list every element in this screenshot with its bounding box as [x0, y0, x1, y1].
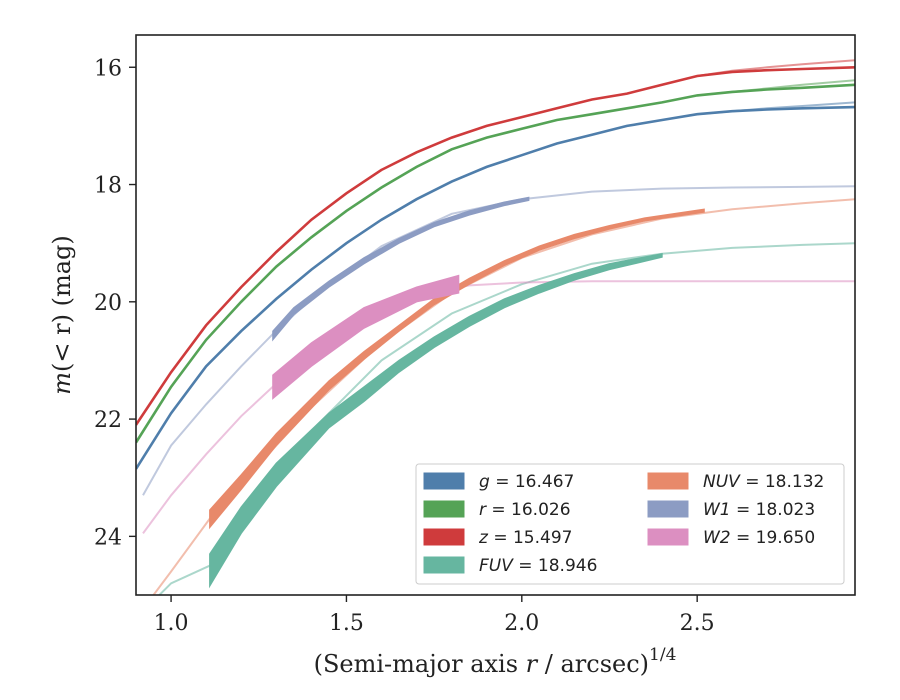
legend-swatch	[423, 500, 465, 518]
x-axis-label: (Semi-major axis r / arcsec)1/4	[314, 645, 677, 678]
y-axis-label: m(< r) (mag)	[48, 235, 76, 395]
legend-label: z = 15.497	[478, 528, 572, 548]
legend-item-z: z = 15.497	[423, 528, 572, 548]
y-tick-label: 18	[94, 174, 122, 199]
legend-swatch	[647, 472, 689, 490]
y-axis-ticks: 16 18 20 22 24	[94, 56, 136, 550]
y-tick-label: 24	[94, 525, 122, 550]
legend-item-nuv: NUV = 18.132	[647, 472, 824, 492]
legend-frame	[415, 463, 845, 585]
series-nuv-band	[209, 208, 705, 530]
series-w1-extrapolation	[142, 185, 855, 496]
legend-label: W2 = 19.650	[703, 528, 815, 548]
legend-swatch	[423, 528, 465, 546]
series-g-line	[136, 105, 855, 470]
legend-item-w2: W2 = 19.650	[647, 528, 815, 548]
y-tick-label: 22	[94, 408, 122, 433]
series-r-line	[136, 83, 855, 444]
y-tick-label: 20	[94, 291, 122, 316]
legend-label: W1 = 18.023	[703, 500, 815, 520]
legend-label: NUV = 18.132	[703, 472, 824, 492]
legend-item-w1: W1 = 18.023	[647, 500, 815, 520]
x-tick-label: 1.0	[154, 611, 189, 636]
series-w1-band	[272, 196, 530, 342]
legend-swatch	[423, 556, 465, 574]
series-w2-band	[272, 274, 460, 400]
measured-curves	[136, 66, 855, 589]
plot-frame	[135, 34, 856, 596]
legend-item-fuv: FUV = 18.946	[423, 556, 597, 576]
x-tick-label: 2.5	[680, 611, 715, 636]
legend-label: g = 16.467	[479, 472, 574, 492]
series-fuv-band	[209, 252, 663, 589]
legend-item-g: g = 16.467	[423, 472, 574, 492]
x-axis-ticks: 1.0 1.5 2.0 2.5	[154, 595, 715, 636]
x-tick-label: 1.5	[329, 611, 364, 636]
legend: g = 16.467 r = 16.026 z = 15.497 FUV = 18.9…	[415, 463, 845, 585]
legend-swatch	[647, 500, 689, 518]
legend-item-r: r = 16.026	[423, 500, 571, 520]
legend-label: r = 16.026	[479, 500, 571, 520]
x-tick-label: 2.0	[504, 611, 539, 636]
legend-swatch	[423, 472, 465, 490]
legend-label: FUV = 18.946	[479, 556, 597, 576]
y-tick-label: 16	[94, 56, 122, 81]
series-z-line	[136, 66, 855, 426]
legend-swatch	[647, 528, 689, 546]
